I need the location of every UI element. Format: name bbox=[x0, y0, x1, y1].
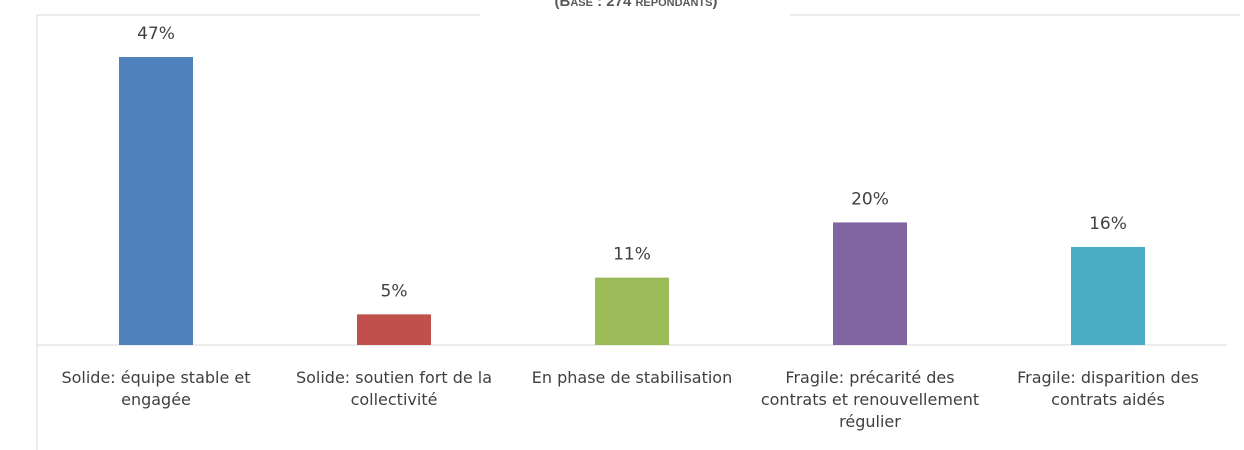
bar bbox=[119, 57, 193, 345]
x-tick-label: Fragile: disparition des contrats aidés bbox=[1017, 368, 1199, 409]
data-label: 5% bbox=[381, 281, 408, 301]
bar bbox=[833, 222, 907, 345]
chart-title: (Base : 274 répondants) bbox=[555, 0, 718, 10]
bar bbox=[595, 277, 669, 345]
x-tick-label: Fragile: précarité des contrats et renou… bbox=[760, 368, 980, 431]
data-label: 16% bbox=[1089, 214, 1127, 234]
data-label: 20% bbox=[851, 189, 889, 209]
data-label: 47% bbox=[137, 24, 175, 44]
x-tick-label: En phase de stabilisation bbox=[531, 368, 733, 387]
x-tick-label: Solide: soutien fort de la collectivité bbox=[295, 368, 493, 409]
data-label: 11% bbox=[613, 245, 651, 265]
x-tick-label: Solide: équipe stable et engagée bbox=[61, 368, 251, 409]
chart-frame bbox=[36, 14, 1240, 450]
bar bbox=[357, 314, 431, 345]
bar bbox=[1071, 246, 1145, 345]
